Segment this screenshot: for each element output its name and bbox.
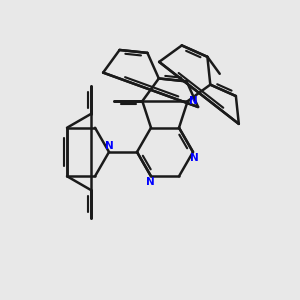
Text: N: N (190, 153, 198, 163)
Text: N: N (146, 177, 154, 187)
Text: N: N (189, 96, 197, 106)
Text: N: N (105, 141, 113, 151)
